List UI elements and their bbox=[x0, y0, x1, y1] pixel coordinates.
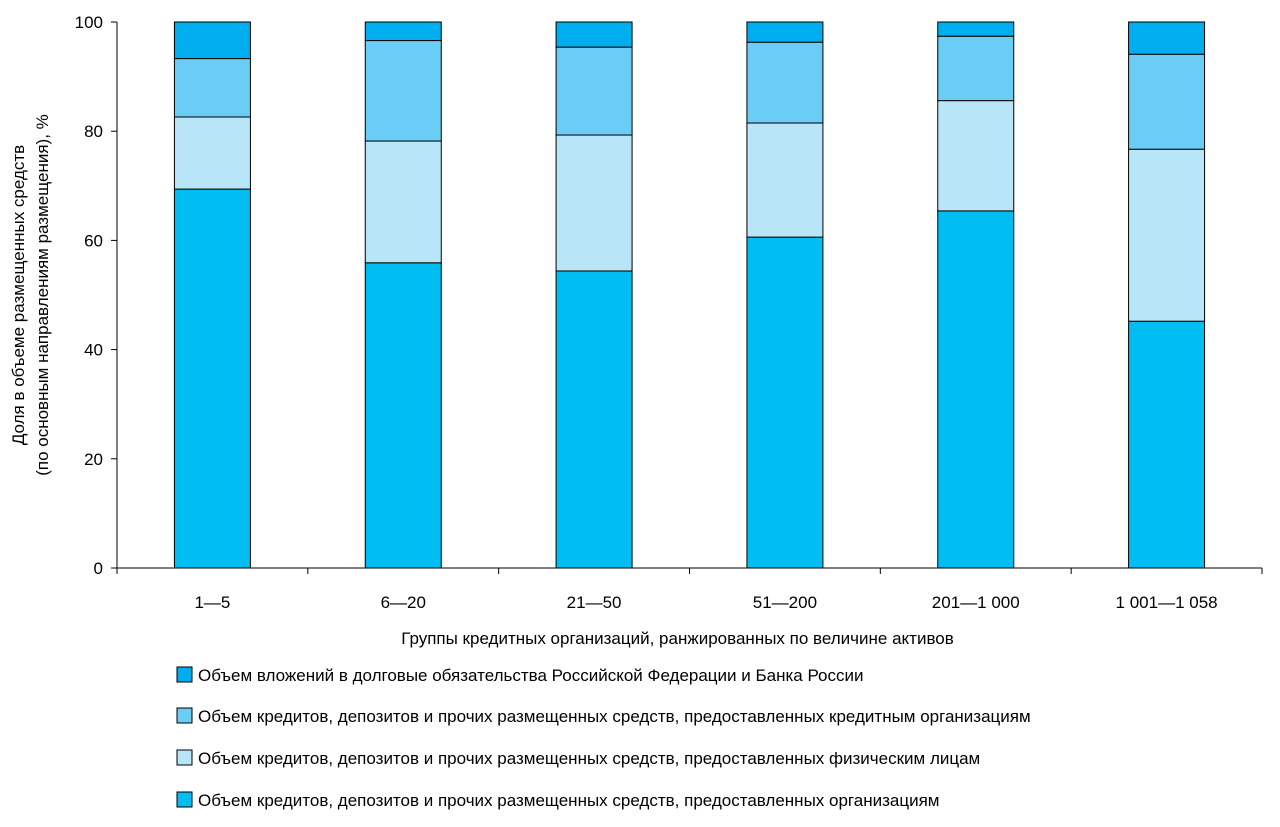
legend: Объем вложений в долговые обязательства … bbox=[176, 666, 1031, 810]
x-category-label: 51—200 bbox=[753, 593, 817, 612]
y-tick-label: 0 bbox=[94, 559, 103, 578]
bar-segment-series-1-group-5 bbox=[937, 210, 1015, 569]
x-category-label: 201—1 000 bbox=[932, 593, 1020, 612]
y-axis-title-line-2: (по основным направлениям размещения), % bbox=[33, 114, 52, 476]
bar-segment-series-1-group-3 bbox=[555, 270, 633, 569]
bar-segment-series-4-group-2 bbox=[364, 21, 442, 42]
bar-segment-series-2-group-6 bbox=[1128, 148, 1206, 322]
x-category-label: 21—50 bbox=[567, 593, 622, 612]
x-category-label: 6—20 bbox=[381, 593, 426, 612]
bar-segment-series-4-group-1 bbox=[173, 21, 251, 60]
bar-segment-series-2-group-1 bbox=[173, 116, 251, 190]
axes-layer: 0 20 40 60 80 100 1—5 6—20 21—50 51—200 201—1 000 1… bbox=[9, 13, 1263, 648]
x-axis-title: Группы кредитных организаций, ранжирован… bbox=[401, 629, 954, 648]
bar-segment-series-1-group-2 bbox=[364, 262, 442, 569]
legend-swatch bbox=[176, 707, 193, 724]
bars-layer bbox=[173, 21, 1206, 569]
legend-label: Объем кредитов, депозитов и прочих разме… bbox=[198, 707, 1031, 726]
y-tick-label: 100 bbox=[75, 13, 103, 32]
bar-segment-series-1-group-1 bbox=[173, 188, 251, 569]
bar-segment-series-1-group-4 bbox=[746, 236, 824, 569]
bar-segment-series-2-group-2 bbox=[364, 140, 442, 264]
bar-segment-series-3-group-5 bbox=[937, 35, 1015, 102]
legend-swatch bbox=[176, 791, 193, 808]
x-category-label: 1 001—1 058 bbox=[1116, 593, 1218, 612]
legend-label: Объем вложений в долговые обязательства … bbox=[198, 666, 864, 685]
legend-label: Объем кредитов, депозитов и прочих разме… bbox=[198, 791, 939, 810]
y-tick-label: 60 bbox=[84, 231, 103, 250]
bar-segment-series-3-group-2 bbox=[364, 40, 442, 142]
bar-segment-series-1-group-6 bbox=[1128, 320, 1206, 569]
bar-segment-series-4-group-5 bbox=[937, 21, 1015, 37]
y-tick-label: 40 bbox=[84, 341, 103, 360]
bar-segment-series-3-group-3 bbox=[555, 46, 633, 136]
legend-swatch bbox=[176, 666, 193, 683]
y-tick-label: 20 bbox=[84, 450, 103, 469]
y-tick-label: 80 bbox=[84, 122, 103, 141]
bar-segment-series-3-group-4 bbox=[746, 41, 824, 124]
bar-segment-series-2-group-3 bbox=[555, 134, 633, 272]
bar-segment-series-4-group-4 bbox=[746, 21, 824, 43]
y-axis-title-line-1: Доля в объеме размещенных средств bbox=[9, 145, 28, 445]
x-category-label: 1—5 bbox=[194, 593, 230, 612]
bar-segment-series-4-group-6 bbox=[1128, 21, 1206, 55]
bar-segment-series-3-group-6 bbox=[1128, 53, 1206, 150]
bar-segment-series-4-group-3 bbox=[555, 21, 633, 48]
legend-swatch bbox=[176, 749, 193, 766]
bar-segment-series-3-group-1 bbox=[173, 58, 251, 118]
bar-segment-series-2-group-4 bbox=[746, 122, 824, 238]
legend-label: Объем кредитов, депозитов и прочих разме… bbox=[198, 749, 980, 768]
bar-segment-series-2-group-5 bbox=[937, 100, 1015, 212]
